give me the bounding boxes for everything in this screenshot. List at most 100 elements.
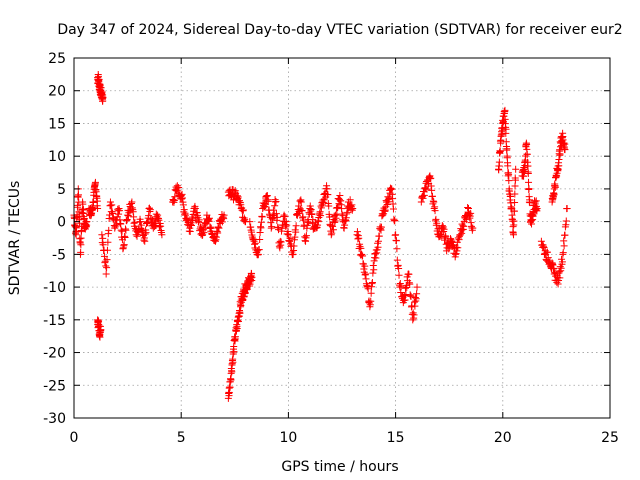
- data-point: [555, 268, 563, 276]
- data-point: [357, 244, 365, 252]
- data-point: [511, 198, 519, 206]
- data-point: [512, 165, 520, 173]
- data-point: [277, 238, 285, 246]
- data-point: [268, 223, 276, 231]
- data-point: [131, 218, 139, 226]
- data-point: [151, 221, 159, 229]
- data-point: [83, 218, 91, 226]
- data-point: [298, 207, 306, 215]
- data-point: [258, 213, 266, 221]
- data-point: [299, 216, 307, 224]
- data-point: [385, 194, 393, 202]
- data-point: [353, 228, 361, 236]
- data-point: [505, 177, 513, 185]
- data-point: [540, 243, 548, 251]
- data-point: [77, 241, 85, 249]
- y-tick-label: -5: [52, 247, 66, 263]
- data-point: [346, 196, 354, 204]
- data-point: [511, 176, 519, 184]
- data-point: [97, 326, 105, 334]
- data-point: [142, 229, 150, 237]
- data-point: [372, 254, 380, 262]
- data-point: [469, 224, 477, 232]
- data-point: [458, 229, 466, 237]
- data-point: [146, 206, 154, 214]
- data-point: [233, 325, 241, 333]
- data-point: [122, 226, 130, 234]
- data-point: [320, 199, 328, 207]
- data-point: [291, 233, 299, 241]
- data-point: [324, 191, 332, 199]
- data-point: [456, 231, 464, 239]
- x-tick-labels: 0 5 10 15 20 25: [70, 430, 619, 446]
- data-point: [550, 191, 558, 199]
- data-point: [264, 197, 272, 205]
- y-tick-label: -15: [43, 313, 66, 329]
- data-point: [115, 207, 123, 215]
- data-point: [526, 199, 534, 207]
- x-tick-label: 5: [177, 430, 186, 446]
- data-point: [187, 222, 195, 230]
- data-point: [215, 224, 223, 232]
- data-point: [558, 258, 566, 266]
- data-point: [369, 269, 377, 277]
- data-point: [99, 234, 107, 242]
- data-point: [102, 262, 110, 270]
- data-point: [559, 249, 567, 257]
- data-point: [275, 226, 283, 234]
- data-point: [520, 172, 528, 180]
- data-point: [407, 292, 415, 300]
- y-axis-label: SDTVAR / TECUs: [7, 181, 23, 296]
- data-point: [171, 193, 179, 201]
- data-point: [292, 228, 300, 236]
- data-point: [200, 229, 208, 237]
- data-point: [326, 213, 334, 221]
- data-point: [504, 162, 512, 170]
- data-point: [104, 238, 112, 246]
- data-point: [498, 126, 506, 134]
- data-point: [228, 368, 236, 376]
- data-point: [374, 243, 382, 251]
- data-point: [511, 182, 519, 190]
- data-point: [368, 279, 376, 287]
- axis-ticks: [73, 57, 611, 419]
- data-point: [433, 219, 441, 227]
- data-point: [206, 214, 214, 222]
- data-point: [117, 220, 125, 228]
- data-point: [90, 198, 98, 206]
- x-tick-label: 25: [601, 430, 619, 446]
- data-point: [155, 216, 163, 224]
- data-point: [343, 208, 351, 216]
- data-point: [399, 292, 407, 300]
- data-point: [329, 226, 337, 234]
- data-point: [503, 145, 511, 153]
- data-point: [191, 205, 199, 213]
- data-point: [561, 231, 569, 239]
- data-point: [98, 231, 106, 239]
- data-point: [230, 348, 238, 356]
- data-point: [401, 296, 409, 304]
- data-point: [332, 204, 340, 212]
- data-point: [128, 198, 136, 206]
- data-point: [377, 223, 385, 231]
- data-point: [393, 245, 401, 253]
- data-point: [431, 207, 439, 215]
- data-point: [273, 213, 281, 221]
- data-point: [367, 289, 375, 297]
- data-point: [413, 290, 421, 298]
- y-tick-label: 5: [57, 182, 66, 198]
- data-point: [510, 217, 518, 225]
- data-point: [136, 218, 144, 226]
- data-point: [280, 211, 288, 219]
- data-point: [99, 93, 107, 101]
- data-point: [560, 242, 568, 250]
- data-point: [111, 223, 119, 231]
- data-point: [393, 256, 401, 264]
- data-point: [108, 201, 116, 209]
- data-point: [272, 198, 280, 206]
- data-point: [283, 221, 291, 229]
- plot-frame: [73, 57, 611, 419]
- data-point: [296, 197, 304, 205]
- data-point: [505, 171, 513, 179]
- data-point: [495, 158, 503, 166]
